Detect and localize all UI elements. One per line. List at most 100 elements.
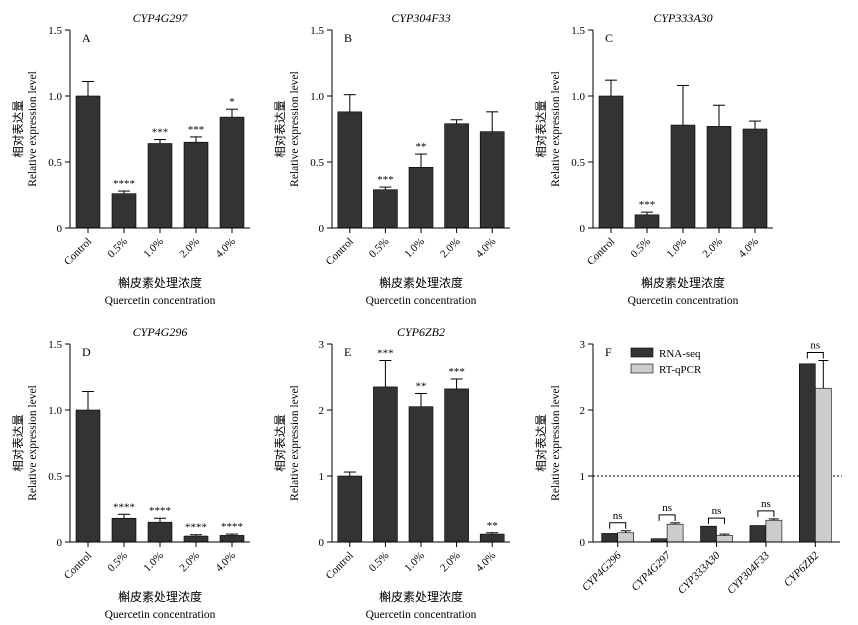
x-tick-label: 1.0% xyxy=(664,236,689,261)
x-tick-label: 0.5% xyxy=(367,236,392,261)
significance-bracket xyxy=(658,514,676,521)
x-tick-label: CYP4G297 xyxy=(629,549,673,593)
bar xyxy=(147,521,173,543)
x-tick-label: Control xyxy=(62,236,94,268)
x-tick-label: 1.0% xyxy=(141,236,166,261)
y-tick-label: 3 xyxy=(580,339,586,351)
panel-c: CYP333A30 C *** 0 0.5 1.0 1.5 Control 0.5% 1.0% 2.… xyxy=(534,11,773,307)
x-tick-label: 2.0% xyxy=(177,236,202,261)
bar xyxy=(219,535,245,543)
x-tick-label: 4.0% xyxy=(474,550,499,575)
y-tick-label: 1 xyxy=(319,471,325,483)
legend-label: RT-qPCR xyxy=(659,364,702,376)
x-axis-title-en: Quercetin concentration xyxy=(366,295,477,307)
legend-swatch xyxy=(630,347,654,358)
significance-bracket xyxy=(757,510,775,517)
significance-label: ns xyxy=(613,510,623,522)
significance-bracket xyxy=(708,517,725,525)
y-tick-label: 1.5 xyxy=(48,339,62,351)
x-tick-label: 2.0% xyxy=(438,236,463,261)
y-tick-label: 1.5 xyxy=(48,25,62,37)
y-tick-label: 1.0 xyxy=(48,91,62,103)
bar xyxy=(598,95,624,229)
x-tick-label: 4.0% xyxy=(213,550,238,575)
significance-label: ns xyxy=(712,505,722,517)
bar-rna-seq xyxy=(700,525,717,543)
significance-label: *** xyxy=(377,174,394,186)
bar-rna-seq xyxy=(749,525,767,543)
bar xyxy=(147,143,173,229)
x-axis-title-cn: 槲皮素处理浓度 xyxy=(379,589,463,604)
bar xyxy=(706,126,732,229)
y-tick-label: 1.0 xyxy=(310,91,324,103)
significance-label: *** xyxy=(377,348,394,360)
significance-label: * xyxy=(229,96,235,108)
x-tick-label: Control xyxy=(585,236,617,268)
y-axis-title-cn: 相对表达量 xyxy=(534,414,548,472)
y-axis-title-en: Relative expression level xyxy=(550,385,562,501)
bar xyxy=(479,131,505,229)
x-tick-label: 0.5% xyxy=(367,550,392,575)
x-tick-label: Control xyxy=(62,550,94,582)
bar xyxy=(219,116,245,229)
y-tick-label: 0 xyxy=(319,537,325,549)
y-axis-title-cn: 相对表达量 xyxy=(534,100,548,158)
x-tick-label: 0.5% xyxy=(628,236,653,261)
x-tick-label: 4.0% xyxy=(213,236,238,261)
bar xyxy=(75,409,101,543)
y-tick-label: 0 xyxy=(580,223,586,235)
y-axis-title-en: Relative expression level xyxy=(27,385,39,501)
y-tick-label: 1 xyxy=(580,471,586,483)
bar xyxy=(183,141,209,229)
panel-label: C xyxy=(605,31,613,45)
y-axis-title-en: Relative expression level xyxy=(27,71,39,187)
panel-title: CYP304F33 xyxy=(391,11,450,25)
legend-swatch xyxy=(630,363,654,374)
bar xyxy=(444,388,469,543)
x-tick-label: 1.0% xyxy=(402,236,427,261)
bar xyxy=(408,406,434,543)
y-tick-label: 1.5 xyxy=(571,25,585,37)
y-axis-title-cn: 相对表达量 xyxy=(11,414,25,472)
bar-rt-qpcr xyxy=(765,519,783,543)
x-axis-title-cn: 槲皮素处理浓度 xyxy=(118,275,202,290)
bar-rt-qpcr xyxy=(666,523,684,543)
significance-label: **** xyxy=(113,501,135,513)
y-axis-title-en: Relative expression level xyxy=(289,71,301,187)
bar xyxy=(111,193,137,229)
y-tick-label: 2 xyxy=(580,405,586,417)
significance-bracket xyxy=(609,522,627,529)
y-axis-title-cn: 相对表达量 xyxy=(273,414,287,472)
x-tick-label: CYP333A30 xyxy=(676,549,723,596)
x-tick-label: Control xyxy=(324,550,356,582)
significance-bracket xyxy=(806,352,824,359)
significance-label: ** xyxy=(487,520,498,532)
y-tick-label: 0.5 xyxy=(48,471,62,483)
y-tick-label: 0 xyxy=(580,537,586,549)
bar xyxy=(75,95,101,229)
y-tick-label: 0.5 xyxy=(310,157,324,169)
y-axis-title-en: Relative expression level xyxy=(550,71,562,187)
panel-label: F xyxy=(605,345,612,359)
bar xyxy=(373,386,398,543)
significance-label: ns xyxy=(662,502,672,514)
x-tick-label: CYP6ZB2 xyxy=(782,549,822,589)
bar xyxy=(183,535,209,543)
significance-label: *** xyxy=(448,366,465,378)
bar-rna-seq xyxy=(601,533,619,543)
panel-title: CYP6ZB2 xyxy=(397,325,445,339)
significance-label: ** xyxy=(416,381,427,393)
significance-label: ns xyxy=(810,340,820,352)
significance-label: *** xyxy=(639,199,656,211)
y-axis-title-en: Relative expression level xyxy=(289,385,301,501)
bar-rt-qpcr xyxy=(716,535,733,543)
significance-label: **** xyxy=(113,178,135,190)
bar-rt-qpcr xyxy=(814,387,832,543)
x-tick-label: 2.0% xyxy=(700,236,725,261)
x-tick-label: 1.0% xyxy=(141,550,166,575)
legend-label: RNA-seq xyxy=(659,348,701,360)
panel-label: E xyxy=(344,345,351,359)
